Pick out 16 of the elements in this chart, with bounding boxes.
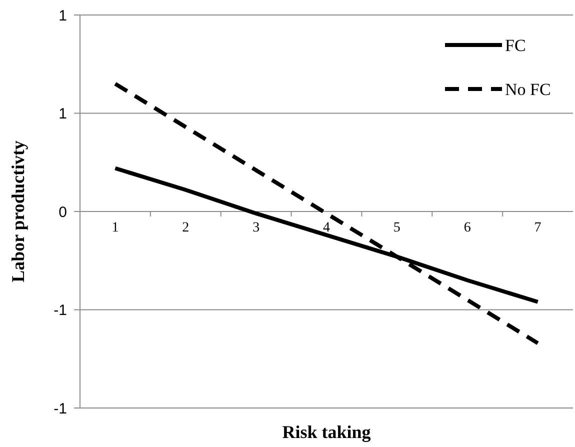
x-tick-label: 4 bbox=[323, 220, 330, 236]
x-tick-label: 2 bbox=[182, 220, 190, 236]
legend-label: No FC bbox=[505, 80, 551, 99]
x-tick-label: 3 bbox=[252, 220, 260, 236]
x-tick-label: 6 bbox=[464, 220, 471, 236]
y-tick-label: 1 bbox=[58, 106, 67, 122]
y-tick-label: -1 bbox=[54, 302, 67, 319]
y-tick-label: 1 bbox=[58, 7, 67, 24]
y-tick-label: -1 bbox=[54, 400, 67, 418]
x-tick-label: 7 bbox=[534, 220, 542, 236]
x-tick-label: 1 bbox=[112, 220, 119, 236]
y-axis-title: Labor productivty bbox=[8, 140, 28, 282]
x-axis-title: Risk taking bbox=[282, 422, 371, 442]
x-tick-label: 5 bbox=[393, 220, 400, 236]
legend-label: FC bbox=[505, 36, 526, 55]
y-tick-label: 0 bbox=[58, 204, 67, 221]
